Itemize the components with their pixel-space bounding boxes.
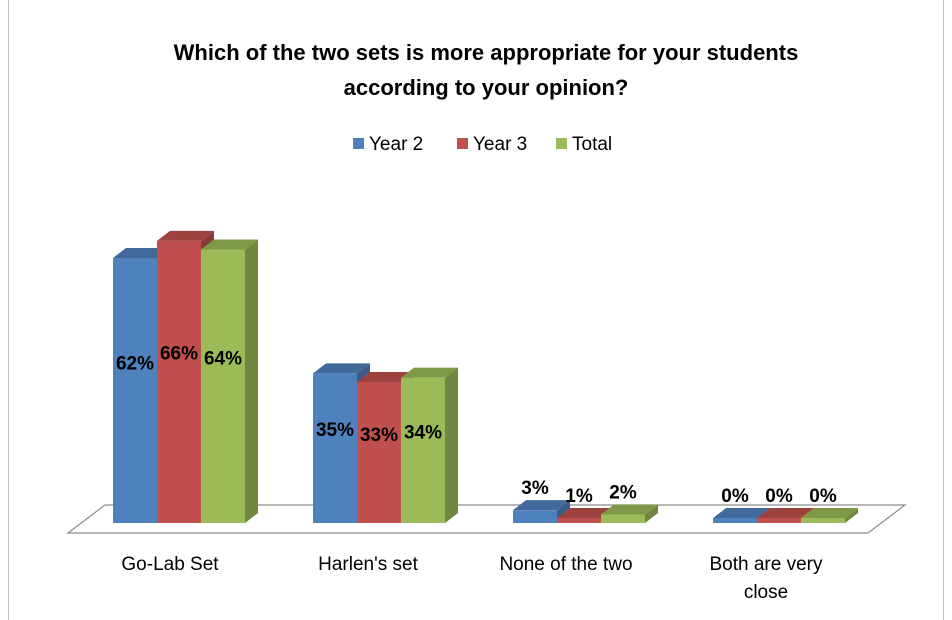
chart-bars: [113, 230, 858, 524]
bar-front: [313, 373, 357, 523]
legend-swatch-1: [353, 138, 364, 149]
bar-front: [601, 514, 645, 523]
bar-top: [157, 230, 214, 241]
bar-top: [801, 508, 858, 518]
bar-top: [601, 504, 658, 515]
bar-3-1: [513, 500, 570, 523]
data-label-4-2: 0%: [765, 486, 793, 507]
legend-swatch-3: [556, 138, 567, 149]
bar-top: [557, 508, 614, 518]
chart-title-line-2: according to your opinion?: [344, 75, 629, 100]
bar-front: [201, 249, 245, 524]
bar-front: [557, 518, 601, 523]
bar-side: [245, 239, 258, 524]
data-label-3-2: 1%: [565, 486, 593, 507]
bar-top: [757, 508, 814, 518]
legend-swatch-2: [457, 138, 468, 149]
bar-front: [801, 518, 845, 523]
bar-front: [713, 518, 757, 523]
category-label-1: Go-Lab Set: [121, 554, 219, 575]
bar-side: [645, 504, 658, 523]
bar-side: [845, 508, 858, 523]
data-label-2-2: 33%: [360, 425, 398, 446]
chart-data-labels: 62% 66% 64% 35% 33% 34% 3% 1% 2% 0% 0% 0%: [116, 343, 837, 507]
chart-title: Which of the two sets is more appropriat…: [174, 40, 799, 100]
bar-front: [513, 510, 557, 523]
data-label-2-1: 35%: [316, 420, 354, 441]
category-label-2: Harlen's set: [318, 554, 418, 575]
category-label-3: None of the two: [499, 554, 632, 575]
data-label-2-3: 34%: [404, 423, 442, 444]
bar-side: [445, 367, 458, 523]
chart-category-labels: Go-Lab Set Harlen's set None of the two Bot…: [121, 554, 823, 603]
floor-plane: [66, 504, 907, 534]
chart-floor: [66, 504, 907, 534]
data-label-1-2: 66%: [160, 343, 198, 364]
bar-top: [201, 239, 258, 250]
legend-label-1: Year 2: [369, 134, 423, 155]
data-label-3-1: 3%: [521, 478, 549, 499]
bar-front: [757, 518, 801, 523]
data-label-1-3: 64%: [204, 348, 242, 369]
bar-4-3: [801, 508, 858, 523]
bar-top: [113, 248, 170, 258]
bar-top: [513, 500, 570, 511]
bar-top: [357, 371, 414, 382]
bar-top: [313, 363, 370, 374]
bar-front: [401, 377, 445, 523]
legend-label-3: Total: [572, 134, 612, 155]
category-label-4: Both are very close: [710, 554, 823, 603]
chart-title-line-1: Which of the two sets is more appropriat…: [174, 40, 799, 65]
data-label-1-1: 62%: [116, 353, 154, 374]
bar-top: [713, 508, 770, 518]
data-label-4-3: 0%: [809, 486, 837, 507]
bar-1-3: [201, 239, 258, 524]
data-label-4-1: 0%: [721, 486, 749, 507]
bar-3-3: [601, 504, 658, 523]
data-label-3-3: 2%: [609, 482, 637, 503]
bar-2-3: [401, 367, 458, 523]
bar-top: [401, 367, 458, 378]
bar-front: [113, 258, 157, 523]
chart-legend: Year 2 Year 3 Total: [353, 134, 612, 155]
bar-front: [157, 240, 201, 523]
legend-label-2: Year 3: [473, 134, 527, 155]
bar-front: [357, 381, 401, 523]
